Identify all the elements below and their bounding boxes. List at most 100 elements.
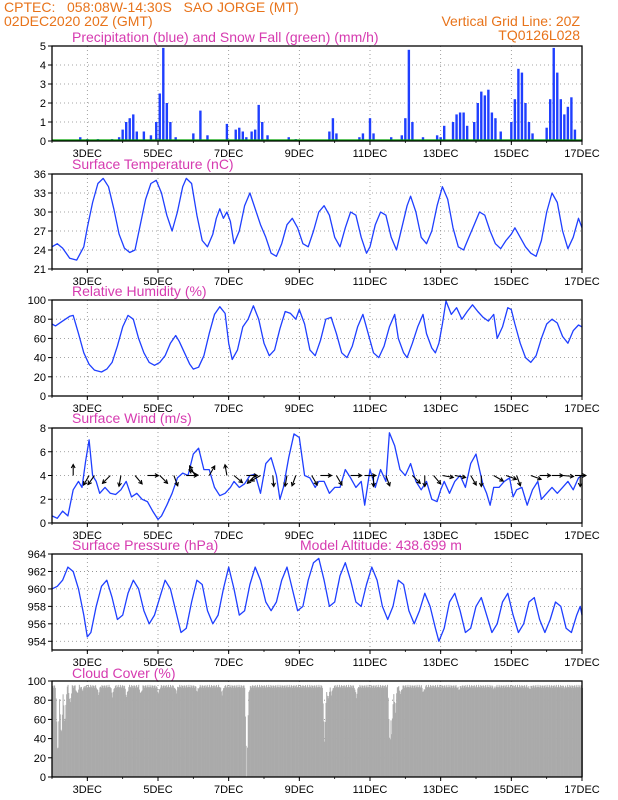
cloud-bar (194, 687, 196, 777)
cloud-bar (218, 686, 220, 777)
cloud-bar (491, 685, 493, 777)
cloud-bar (338, 684, 340, 777)
cloud-bar (397, 687, 399, 777)
cloud-bar (467, 687, 469, 777)
cloud-bar (489, 684, 491, 777)
cloud-bar (411, 685, 413, 777)
cloud-bar (389, 739, 391, 777)
precip-bar (174, 137, 177, 141)
cloud-bar (370, 687, 372, 777)
cloud-bar (244, 687, 246, 777)
cloud-bar (231, 685, 233, 777)
cloud-bar (410, 687, 412, 777)
humidity-panel: Relative Humidity (%) 0 20 40 60 80 100 3DEC 5DE… (28, 283, 600, 415)
cloud-bar (80, 688, 82, 777)
x-tick-label: 17DEC (564, 276, 600, 288)
cloud-bar (292, 687, 294, 777)
cloud-bar (262, 687, 264, 777)
cloud-bar (122, 685, 124, 777)
cloud-bar (135, 686, 137, 777)
cloud-bar (318, 684, 320, 777)
y-tick-label: 4 (40, 60, 46, 72)
cloud-bar (447, 687, 449, 777)
cloud-bar (198, 688, 200, 777)
y-tick-label: 964 (28, 549, 46, 561)
cloud-bar (495, 686, 497, 777)
wind-title: Surface Wind (m/s) (72, 410, 192, 426)
cloud-bar (378, 686, 380, 777)
y-tick-label: 80 (34, 314, 46, 326)
wind-arrow (311, 475, 318, 486)
cloud-bar (123, 687, 125, 777)
cloud-bar (230, 687, 232, 777)
y-tick-label: 60 (34, 333, 46, 345)
precip-bar (435, 135, 439, 141)
cloud-bar (256, 686, 258, 777)
cloud-bar (542, 685, 544, 777)
cloud-bar (484, 686, 486, 777)
cloud-bar (403, 687, 405, 777)
wind-arrow-head (461, 474, 467, 480)
x-tick-label: 17DEC (564, 148, 600, 160)
cloud-bar (160, 685, 162, 777)
cloud-bar (319, 687, 321, 777)
precip-bar (169, 122, 172, 141)
precip-bar (250, 131, 253, 141)
cloud-bar (190, 685, 192, 777)
cloud-bar (333, 687, 335, 777)
precip-bar (545, 127, 548, 141)
cloud-bar (521, 685, 523, 777)
cloud-bar (281, 685, 283, 777)
cloud-bar (519, 686, 521, 777)
cloud-bar (77, 692, 79, 777)
cloud-bar (339, 686, 341, 777)
cloud-bar (366, 684, 368, 777)
cloud-bar (508, 686, 510, 777)
cloud-bar (158, 689, 160, 777)
cloud-bar (535, 684, 537, 777)
cloud-bar (514, 686, 516, 777)
cloud-bar (59, 714, 61, 777)
cloud-bar (102, 687, 104, 777)
cloud-bar (98, 692, 100, 777)
cloud-bar (477, 687, 479, 777)
precip-panel: Precipitation (blue) and Snow Fall (gree… (40, 29, 600, 160)
wind-arrow (250, 475, 261, 482)
cloud-bar (145, 687, 147, 777)
cloud-bar (478, 684, 480, 777)
cloud-bar (241, 686, 243, 777)
cloud-bar (372, 685, 374, 777)
cloud-bar (175, 693, 177, 777)
cloud-bar (278, 687, 280, 777)
cloud-bar (454, 687, 456, 777)
cloud-bar (114, 686, 116, 777)
cloud-bar (283, 687, 285, 777)
cloud-bar (425, 684, 427, 777)
cloud-bar (76, 692, 78, 777)
cloud-bar (263, 685, 265, 777)
cloud-bar (103, 685, 105, 777)
cloud-bar (302, 685, 304, 777)
cloud-bar (211, 685, 213, 777)
cloud-bar (247, 715, 249, 777)
y-tick-label: 5 (40, 41, 46, 53)
wind-arrow-head (154, 473, 160, 478)
y-tick-label: 100 (28, 676, 46, 688)
precip-bar (556, 72, 559, 141)
precip-bar (473, 122, 476, 141)
cloud-bar (245, 745, 247, 777)
cloud-bar (541, 687, 543, 777)
y-tick-label: 0 (40, 518, 46, 530)
cloud-bar (524, 685, 526, 777)
cloud-bar (202, 685, 204, 777)
cloud-bar (502, 687, 504, 777)
cloud-bar (73, 685, 75, 777)
precip-bar (443, 125, 446, 141)
cloud-bar (561, 687, 563, 777)
y-tick-label: 960 (28, 584, 46, 596)
cloud-bar (427, 687, 429, 777)
cloud-bar (223, 688, 225, 777)
cloud-bar (191, 686, 193, 777)
cloud-bar (227, 687, 229, 777)
wind-arrow (284, 475, 288, 487)
